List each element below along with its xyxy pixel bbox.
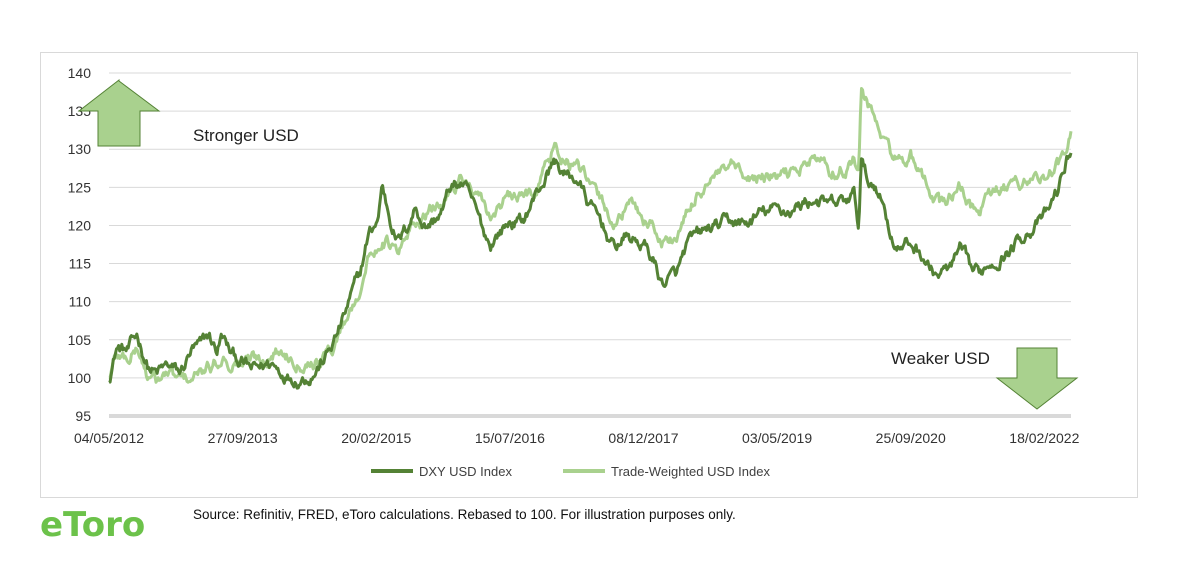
series-line-dxy [108,152,1073,390]
y-tick-label: 140 [68,65,92,81]
x-tick-label: 08/12/2017 [608,430,678,446]
y-tick-label: 125 [68,179,92,195]
logo-wordmark: eToro [40,505,145,545]
x-tick-label: 25/09/2020 [876,430,946,446]
x-tick-label: 18/02/2022 [1009,430,1079,446]
weaker-usd-label: Weaker USD [891,349,990,368]
x-tick-label: 20/02/2015 [341,430,411,446]
y-tick-label: 110 [69,294,92,310]
y-tick-label: 100 [68,370,92,386]
arrow-up-icon [77,78,161,147]
y-tick-label: 115 [69,256,92,272]
x-tick-label: 15/07/2016 [475,430,545,446]
x-axis-ticks: 04/05/2012 27/09/2013 20/02/2015 15/07/2016… [74,430,1080,446]
y-axis-ticks: 95100105110115120125130135140 [68,65,92,424]
legend-label-trade-weighted: Trade-Weighted USD Index [611,464,770,479]
etoro-logo: eToro [40,505,145,545]
line-chart: 95100105110115120125130135140 04/05/2012… [68,65,1080,479]
x-tick-label: 03/05/2019 [742,430,812,446]
arrow-down-icon [995,347,1079,410]
x-tick-label: 04/05/2012 [74,430,144,446]
x-tick-label: 27/09/2013 [208,430,278,446]
y-tick-label: 105 [68,332,92,348]
y-tick-label: 95 [75,408,91,424]
source-note: Source: Refinitiv, FRED, eToro calculati… [193,507,736,522]
legend-label-dxy: DXY USD Index [419,464,512,479]
stronger-usd-label: Stronger USD [193,126,299,145]
series-lines [108,87,1073,390]
chart-frame: 95100105110115120125130135140 04/05/2012… [40,52,1138,498]
gridlines [109,72,1071,418]
series-line-trade-weighted [108,87,1073,384]
y-tick-label: 130 [68,141,92,157]
y-tick-label: 120 [68,217,92,233]
legend: DXY USD Index Trade-Weighted USD Index [371,464,770,479]
